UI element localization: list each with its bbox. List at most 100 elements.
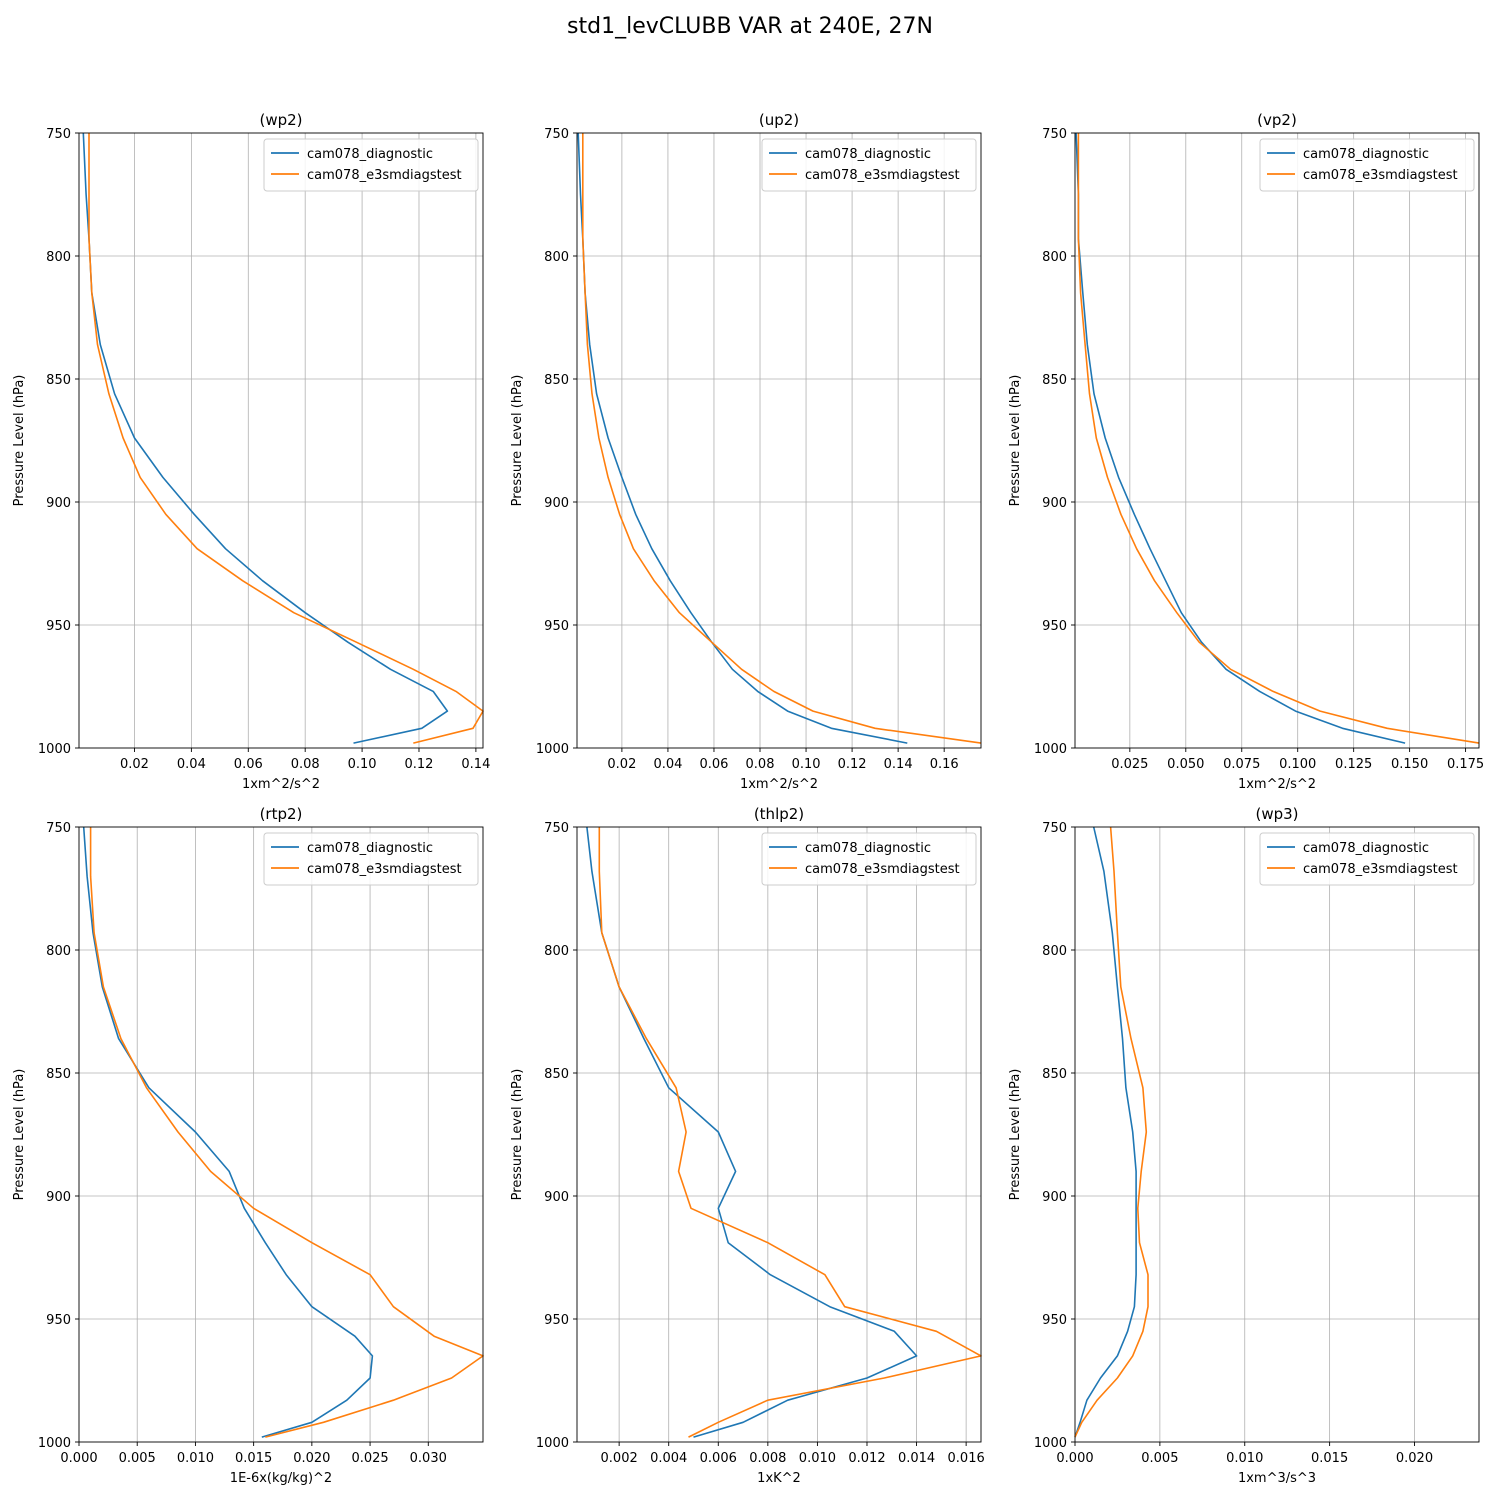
y-tick-label: 800 — [46, 250, 71, 265]
legend-box — [761, 138, 977, 192]
x-tick-label: 0.016 — [948, 1451, 985, 1466]
y-tick-label: 900 — [544, 496, 569, 511]
subplot-title: (up2) — [759, 111, 799, 129]
y-tick-label: 900 — [544, 1190, 569, 1205]
x-tick-label: 0.050 — [1167, 757, 1204, 772]
y-axis-label: Pressure Level (hPa) — [510, 375, 525, 507]
legend-box — [263, 138, 479, 192]
legend-label: cam078_diagnostic — [805, 841, 931, 856]
subplot-title: (thlp2) — [754, 805, 804, 823]
legend: cam078_diagnostic cam078_e3smdiagstest — [1259, 138, 1475, 192]
y-tick-label: 950 — [46, 619, 71, 634]
y-tick-label: 850 — [544, 373, 569, 388]
subplot-thlp2: 0.002 0.004 0.006 0.008 0.010 0.012 0.014 0.016… — [510, 805, 985, 1486]
y-tick-label: 950 — [1042, 1313, 1067, 1328]
x-tick-label: 0.015 — [1311, 1451, 1348, 1466]
x-tick-label: 0.06 — [699, 757, 728, 772]
y-tick-label: 800 — [46, 944, 71, 959]
x-axis-label: 1xK^2 — [757, 1471, 801, 1486]
axes-frame — [78, 826, 484, 1443]
x-tick-label: 0.150 — [1391, 757, 1428, 772]
legend-label: cam078_diagnostic — [307, 841, 433, 856]
x-tick-label: 0.010 — [177, 1451, 214, 1466]
x-tick-label: 0.04 — [177, 757, 206, 772]
legend: cam078_diagnostic cam078_e3smdiagstest — [761, 138, 977, 192]
y-tick-label: 950 — [544, 619, 569, 634]
y-tick-label: 1000 — [536, 1436, 569, 1451]
y-tick-label: 850 — [1042, 1067, 1067, 1082]
x-tick-label: 0.000 — [60, 1451, 97, 1466]
y-axis-label: Pressure Level (hPa) — [12, 1069, 27, 1201]
subplot-title: (vp2) — [1257, 111, 1297, 129]
subplot-vp2: 0.025 0.050 0.075 0.100 0.125 0.150 0.175 750 80… — [1008, 111, 1484, 792]
series-line-cam078_e3smdiagstest — [88, 133, 484, 744]
x-tick-label: 0.030 — [410, 1451, 447, 1466]
x-tick-label: 0.175 — [1447, 757, 1484, 772]
x-tick-label: 0.014 — [898, 1451, 935, 1466]
axes-frame — [1074, 826, 1480, 1443]
x-tick-label: 0.005 — [1141, 1451, 1178, 1466]
y-tick-label: 850 — [1042, 373, 1067, 388]
x-axis-label: 1xm^2/s^2 — [740, 777, 818, 792]
subplot-title: (wp2) — [259, 111, 302, 129]
x-tick-label: 0.020 — [293, 1451, 330, 1466]
legend-label: cam078_e3smdiagstest — [1303, 168, 1458, 183]
legend-label: cam078_e3smdiagstest — [1303, 862, 1458, 877]
y-tick-label: 750 — [46, 127, 71, 142]
x-tick-label: 0.04 — [653, 757, 682, 772]
x-tick-label: 0.14 — [884, 757, 913, 772]
x-tick-label: 0.16 — [930, 757, 959, 772]
x-tick-label: 0.004 — [650, 1451, 687, 1466]
series-line-cam078_diagnostic — [82, 826, 374, 1438]
x-tick-label: 0.000 — [1056, 1451, 1093, 1466]
x-axis-label: 1xm^3/s^3 — [1238, 1471, 1316, 1486]
y-tick-label: 900 — [1042, 1190, 1067, 1205]
x-tick-label: 0.02 — [120, 757, 149, 772]
x-axis-label: 1E-6x(kg/kg)^2 — [230, 1471, 332, 1486]
x-tick-label: 0.025 — [1111, 757, 1148, 772]
legend-box — [1259, 832, 1475, 886]
x-tick-label: 0.020 — [1396, 1451, 1433, 1466]
axes-frame — [1074, 132, 1480, 749]
series-line-cam078_e3smdiagstest — [1077, 133, 1480, 744]
subplot-wp3: 0.000 0.005 0.010 0.015 0.020 750 800 850 900 950… — [1008, 805, 1480, 1486]
y-tick-label: 750 — [1042, 127, 1067, 142]
y-tick-label: 900 — [46, 1190, 71, 1205]
legend-label: cam078_e3smdiagstest — [307, 862, 462, 877]
legend-label: cam078_diagnostic — [1303, 147, 1429, 162]
subplot-up2: 0.02 0.04 0.06 0.08 0.10 0.12 0.14 0.16 750 800 85… — [510, 111, 982, 792]
y-axis-label: Pressure Level (hPa) — [1008, 1069, 1023, 1201]
legend: cam078_diagnostic cam078_e3smdiagstest — [263, 832, 479, 886]
y-tick-label: 800 — [1042, 944, 1067, 959]
y-tick-label: 900 — [46, 496, 71, 511]
y-tick-label: 950 — [46, 1313, 71, 1328]
legend-label: cam078_diagnostic — [307, 147, 433, 162]
y-tick-label: 950 — [1042, 619, 1067, 634]
y-tick-label: 800 — [544, 944, 569, 959]
x-tick-label: 0.08 — [291, 757, 320, 772]
x-tick-label: 0.006 — [700, 1451, 737, 1466]
x-tick-label: 0.10 — [792, 757, 821, 772]
x-tick-label: 0.10 — [348, 757, 377, 772]
series-line-cam078_diagnostic — [577, 132, 908, 744]
y-tick-label: 1000 — [1034, 1436, 1067, 1451]
x-tick-label: 0.075 — [1223, 757, 1260, 772]
x-tick-label: 0.002 — [601, 1451, 638, 1466]
axes-frame — [78, 132, 484, 749]
y-tick-label: 1000 — [38, 742, 71, 757]
legend-box — [1259, 138, 1475, 192]
y-tick-label: 850 — [46, 373, 71, 388]
subplot-rtp2: 0.000 0.005 0.010 0.015 0.020 0.025 0.030 750 80… — [12, 805, 484, 1486]
series-line-cam078_diagnostic — [1075, 132, 1406, 744]
y-tick-label: 800 — [1042, 250, 1067, 265]
y-tick-label: 1000 — [1034, 742, 1067, 757]
series-line-cam078_e3smdiagstest — [89, 827, 484, 1438]
x-tick-label: 0.12 — [405, 757, 434, 772]
y-tick-label: 1000 — [38, 1436, 71, 1451]
legend-label: cam078_e3smdiagstest — [805, 862, 960, 877]
x-tick-label: 0.005 — [119, 1451, 156, 1466]
series-line-cam078_e3smdiagstest — [581, 133, 982, 744]
legend: cam078_diagnostic cam078_e3smdiagstest — [1259, 832, 1475, 886]
x-tick-label: 0.06 — [234, 757, 263, 772]
